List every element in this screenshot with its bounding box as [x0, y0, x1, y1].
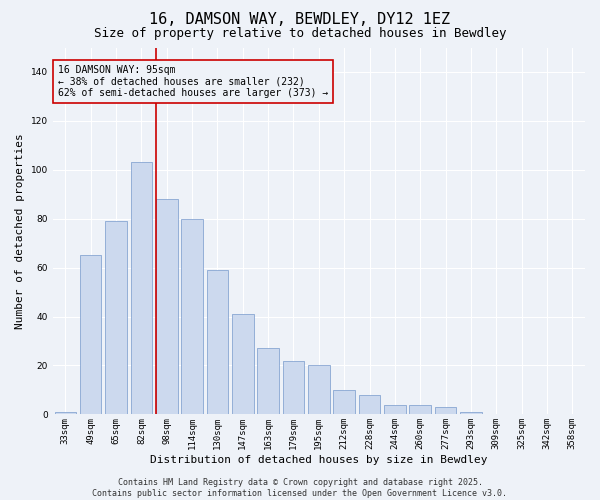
Bar [334, 390, 355, 414]
Bar [232, 314, 254, 414]
Bar [80, 256, 101, 414]
Y-axis label: Number of detached properties: Number of detached properties [15, 133, 25, 329]
Text: Contains HM Land Registry data © Crown copyright and database right 2025.
Contai: Contains HM Land Registry data © Crown c… [92, 478, 508, 498]
Bar [156, 199, 178, 414]
Bar [460, 412, 482, 414]
Text: 16, DAMSON WAY, BEWDLEY, DY12 1EZ: 16, DAMSON WAY, BEWDLEY, DY12 1EZ [149, 12, 451, 28]
Text: 16 DAMSON WAY: 95sqm
← 38% of detached houses are smaller (232)
62% of semi-deta: 16 DAMSON WAY: 95sqm ← 38% of detached h… [58, 64, 328, 98]
Bar [409, 404, 431, 414]
Bar [384, 404, 406, 414]
Text: Size of property relative to detached houses in Bewdley: Size of property relative to detached ho… [94, 28, 506, 40]
Bar [359, 395, 380, 414]
Bar [308, 366, 329, 414]
Bar [435, 407, 457, 414]
Bar [283, 360, 304, 414]
Bar [131, 162, 152, 414]
X-axis label: Distribution of detached houses by size in Bewdley: Distribution of detached houses by size … [150, 455, 488, 465]
Bar [181, 218, 203, 414]
Bar [55, 412, 76, 414]
Bar [257, 348, 279, 414]
Bar [206, 270, 228, 414]
Bar [105, 221, 127, 414]
